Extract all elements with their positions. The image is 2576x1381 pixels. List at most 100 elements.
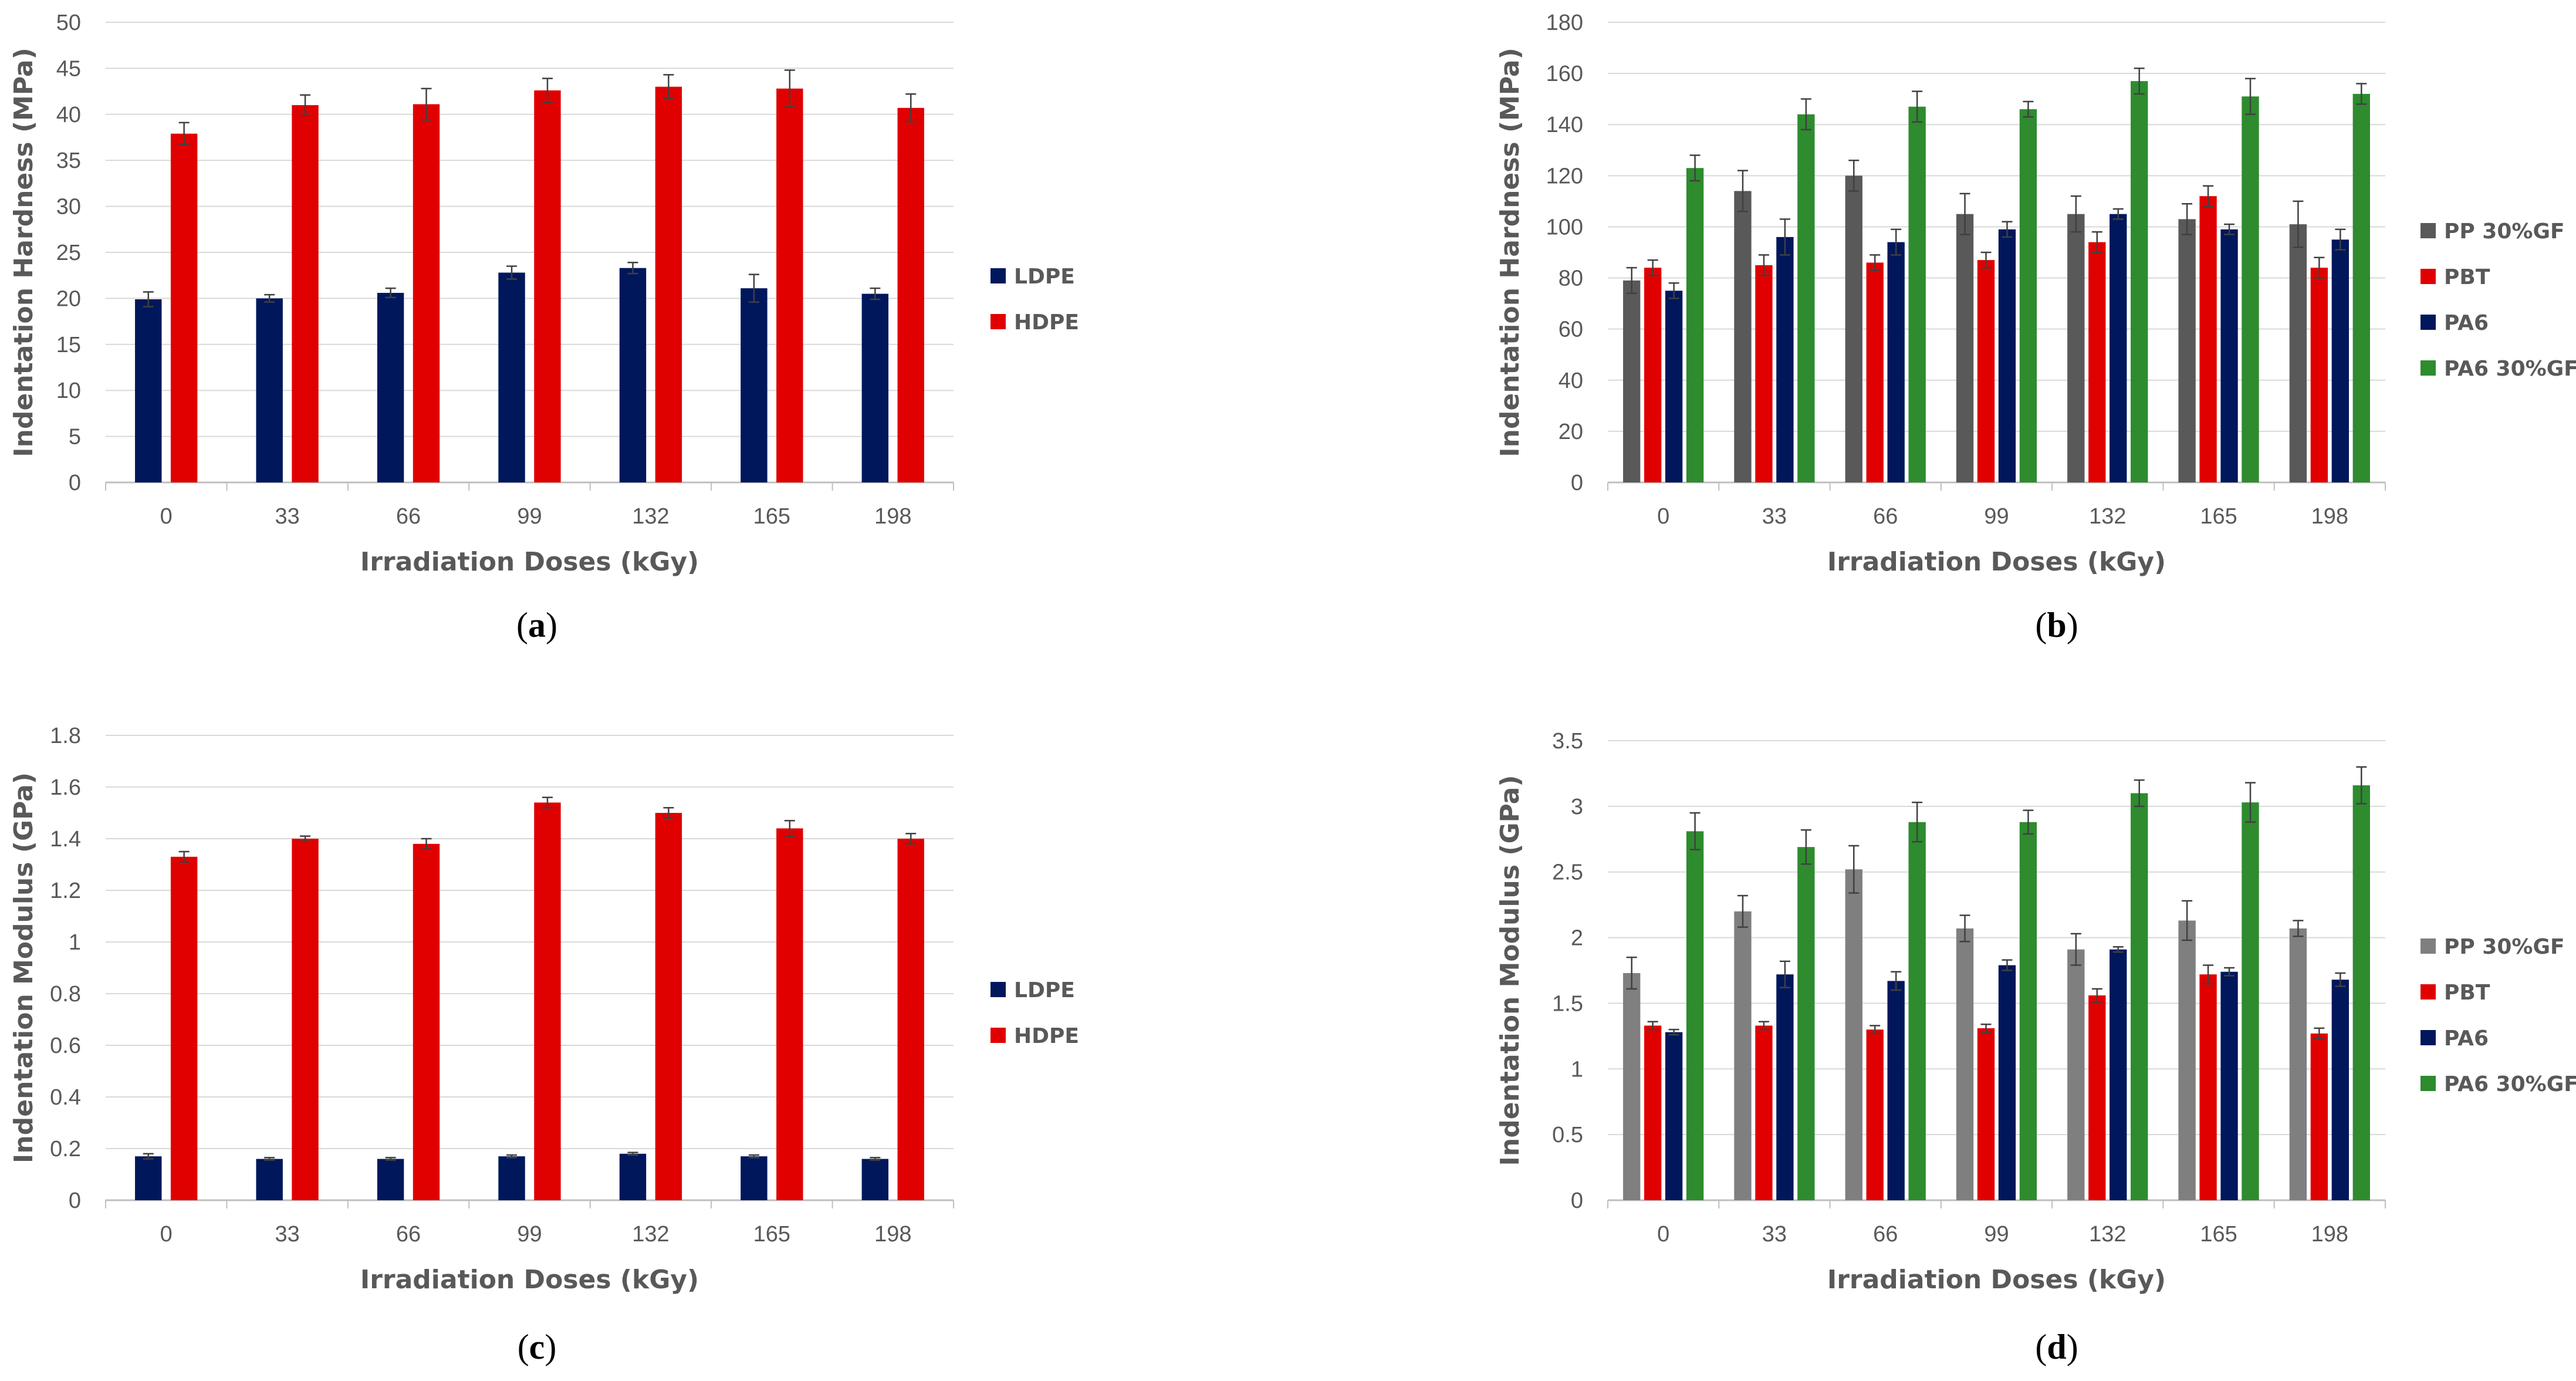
bar-hdpe-33 xyxy=(292,105,319,482)
chart-panel-a: 0 5 10 15 20 25 30 35 40 45 50 0 33 66 99 132 165 198 Irra… xyxy=(9,11,1079,644)
x-axis-title: Irradiation Doses (kGy) xyxy=(1827,547,2166,577)
y-tick-label: 25 xyxy=(56,241,81,265)
panel-caption: (a) xyxy=(516,606,557,644)
x-tick-label: 165 xyxy=(2200,504,2237,529)
error-bar xyxy=(1870,254,1881,271)
error-bar xyxy=(1848,845,1860,894)
error-bar xyxy=(264,293,275,303)
y-tick-label: 0.8 xyxy=(50,982,81,1007)
y-tick-label: 120 xyxy=(1546,164,1583,188)
bar-pbt-33 xyxy=(1755,1025,1773,1200)
legend-label: PP 30%GF xyxy=(2444,935,2565,959)
y-tick-label: 35 xyxy=(56,148,81,173)
y-tick-label: 45 xyxy=(56,56,81,81)
error-bar xyxy=(905,832,917,845)
error-bar xyxy=(1959,914,1970,943)
error-bar xyxy=(264,1157,275,1161)
x-axis-title: Irradiation Doses (kGy) xyxy=(360,1265,699,1295)
bar-hdpe-66 xyxy=(413,104,440,482)
error-bar xyxy=(2182,202,2193,235)
y-tick-label: 60 xyxy=(1559,318,1583,342)
x-tick-label: 99 xyxy=(1984,1222,2009,1247)
legend-label: LDPE xyxy=(1014,265,1075,289)
x-tick-label: 132 xyxy=(2089,504,2126,529)
bar-pbt-198 xyxy=(2310,268,2328,482)
bar-pa6-30-gf-132 xyxy=(2131,81,2148,482)
caption-close: ) xyxy=(545,1328,556,1366)
bar-pa6-66 xyxy=(1887,981,1905,1200)
caption-open: ( xyxy=(2035,606,2047,644)
bar-ldpe-165 xyxy=(741,1156,768,1200)
bar-pa6-30-gf-165 xyxy=(2242,96,2259,483)
legend-swatch xyxy=(2421,1076,2436,1091)
error-bar xyxy=(1891,971,1902,991)
error-bar xyxy=(2070,195,2081,233)
bar-pa6-99 xyxy=(1998,965,2016,1200)
error-bar xyxy=(2245,77,2256,116)
bar-pa6-33 xyxy=(1776,237,1794,482)
chart-panel-d: 0 0.5 1 1.5 2 2.5 3 3.5 0 33 66 99 132 165 198 Irradiat… xyxy=(1495,729,2576,1366)
y-tick-label: 2.5 xyxy=(1552,860,1583,885)
error-bar xyxy=(2356,766,2367,805)
y-tick-label: 1 xyxy=(69,930,81,955)
y-tick-label: 20 xyxy=(1559,420,1583,444)
caption-open: ( xyxy=(518,1328,529,1366)
panel-caption: (d) xyxy=(2035,1328,2078,1366)
error-bar xyxy=(1626,956,1637,990)
bar-ldpe-0 xyxy=(135,299,162,482)
error-bar xyxy=(1647,1021,1658,1031)
y-tick-label: 1 xyxy=(1571,1057,1583,1082)
x-tick-label: 198 xyxy=(2311,1222,2348,1247)
error-bar xyxy=(1758,254,1769,276)
bar-ldpe-132 xyxy=(619,268,647,482)
bar-hdpe-0 xyxy=(170,133,198,482)
legend-label: PP 30%GF xyxy=(2444,220,2565,244)
legend-label: PA6 xyxy=(2444,1027,2489,1051)
bar-hdpe-33 xyxy=(292,839,319,1200)
bar-pa6-198 xyxy=(2331,980,2349,1200)
error-bar xyxy=(2091,988,2102,1003)
bar-pa6-0 xyxy=(1665,291,1683,482)
error-bar xyxy=(2091,231,2102,254)
error-bar xyxy=(2023,100,2034,118)
error-bar xyxy=(1668,282,1679,299)
y-axis-title: Indentation Modulus (GPa) xyxy=(9,772,39,1163)
bar-pp-30-gf-132 xyxy=(2067,214,2085,482)
bar-ldpe-132 xyxy=(619,1153,647,1200)
bar-pa6-30-gf-198 xyxy=(2352,93,2370,482)
error-bar xyxy=(178,121,190,146)
y-tick-label: 0.6 xyxy=(50,1034,81,1058)
bar-ldpe-99 xyxy=(498,1156,525,1200)
error-bar xyxy=(2134,67,2145,95)
error-bar xyxy=(1737,170,1748,212)
error-bar xyxy=(2070,933,2081,966)
error-bar xyxy=(2335,228,2346,251)
error-bar xyxy=(2203,964,2214,985)
bar-pa6-30-gf-198 xyxy=(2352,785,2370,1200)
legend: PP 30%GF PBT PA6 PA6 30%GF xyxy=(2421,935,2576,1096)
bar-pa6-132 xyxy=(2110,949,2127,1200)
legend-swatch xyxy=(990,982,1006,997)
bar-pbt-165 xyxy=(2199,974,2217,1200)
legend-swatch xyxy=(2421,315,2436,330)
error-bar xyxy=(2314,256,2325,279)
bar-pa6-0 xyxy=(1665,1032,1683,1200)
bar-ldpe-198 xyxy=(861,1159,889,1200)
y-axis-title: Indentation Hardness (MPa) xyxy=(9,48,39,457)
error-bar xyxy=(421,838,432,850)
error-bar xyxy=(2203,185,2214,207)
caption-open: ( xyxy=(516,606,528,644)
x-tick-label: 66 xyxy=(1873,504,1898,529)
error-bar xyxy=(2245,782,2256,823)
legend-label: PA6 30%GF xyxy=(2444,357,2576,381)
error-bar xyxy=(1779,218,1790,256)
caption-close: ) xyxy=(2067,606,2078,644)
error-bar xyxy=(542,796,553,809)
x-tick-label: 99 xyxy=(1984,504,2009,529)
legend-swatch xyxy=(990,1028,1006,1043)
bar-pp-30-gf-66 xyxy=(1845,869,1862,1200)
bar-pp-30-gf-0 xyxy=(1623,280,1641,482)
caption-open: ( xyxy=(2035,1328,2047,1366)
y-tick-label: 0 xyxy=(1571,471,1583,495)
